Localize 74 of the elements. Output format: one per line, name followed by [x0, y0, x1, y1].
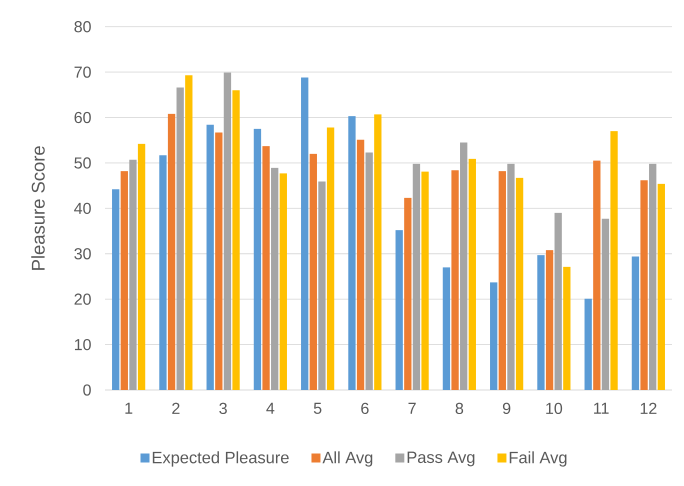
bar — [168, 114, 176, 390]
bar — [421, 172, 429, 390]
x-tick-label: 5 — [314, 402, 322, 414]
bar — [468, 158, 476, 390]
y-tick-label: 70 — [74, 66, 91, 78]
bar — [649, 164, 656, 390]
bar — [658, 184, 665, 390]
bar — [396, 230, 403, 390]
y-tick-label: 50 — [74, 157, 91, 169]
x-tick-label: 4 — [266, 402, 274, 414]
bar — [356, 140, 364, 390]
x-tick-label: 7 — [408, 402, 416, 414]
bar — [301, 78, 308, 390]
bar — [374, 114, 382, 390]
bar — [215, 132, 222, 390]
x-tick-label: 6 — [361, 402, 369, 414]
x-tick-label: 12 — [640, 402, 656, 414]
y-tick-label: 60 — [74, 112, 91, 124]
bar — [254, 128, 262, 390]
bar — [602, 218, 610, 390]
bar — [262, 146, 270, 390]
bar — [640, 180, 648, 390]
x-tick-label: 3 — [219, 402, 227, 414]
bar — [280, 173, 287, 390]
y-axis-title: Pleasure Score — [31, 146, 45, 270]
x-tick-label: 10 — [546, 402, 562, 414]
y-tick-label: 80 — [74, 21, 91, 32]
bar — [451, 170, 459, 390]
legend-label: Pass Avg — [408, 452, 474, 466]
bar — [206, 124, 214, 390]
bar — [554, 212, 562, 390]
bar — [232, 90, 240, 390]
bar — [610, 131, 618, 390]
bar — [224, 72, 232, 390]
bar — [442, 267, 450, 390]
x-tick-label: 11 — [594, 402, 609, 414]
y-tick-label: 0 — [83, 384, 91, 396]
bar — [460, 142, 468, 390]
bar — [516, 178, 524, 390]
bar — [412, 164, 420, 390]
y-tick-label: 30 — [74, 248, 91, 260]
bar — [138, 144, 146, 390]
x-tick-label: 1 — [125, 402, 132, 414]
bar — [593, 160, 600, 390]
bar — [366, 152, 373, 390]
bar — [318, 182, 326, 390]
bar — [326, 128, 334, 390]
legend-label: Fail Avg — [510, 451, 566, 467]
bar — [129, 160, 137, 390]
bar — [348, 116, 356, 390]
y-tick-label: 20 — [74, 294, 91, 305]
bar — [498, 171, 506, 390]
bar — [563, 266, 570, 390]
bar — [120, 171, 128, 390]
bar — [537, 255, 545, 390]
bar — [546, 250, 554, 390]
bar — [159, 155, 167, 390]
legend-label: Expected Pleasure — [152, 451, 289, 467]
legend-label: All Avg — [322, 451, 372, 467]
bar — [490, 282, 498, 390]
bar — [584, 298, 592, 390]
x-tick-label: 9 — [502, 402, 510, 414]
bar — [176, 88, 184, 390]
bar — [271, 168, 278, 390]
bar — [632, 256, 640, 390]
bar — [507, 164, 515, 390]
bar — [404, 198, 412, 390]
bar — [185, 75, 192, 390]
x-tick-label: 2 — [172, 402, 180, 414]
y-tick-label: 40 — [74, 202, 91, 214]
y-tick-label: 10 — [74, 338, 91, 350]
bar — [310, 154, 317, 390]
x-tick-label: 8 — [456, 402, 464, 414]
bar — [112, 189, 120, 390]
